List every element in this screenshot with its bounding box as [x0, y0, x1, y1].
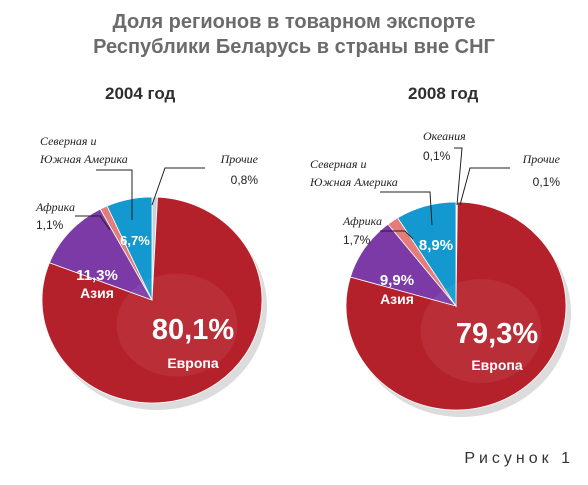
label-other-value-0: 0,8%: [231, 173, 259, 187]
pie-highlight-0: [116, 273, 238, 377]
title-line-1: Доля регионов в товарном экспорте: [112, 11, 476, 33]
slice-americas-1: [397, 201, 457, 308]
label-americas-name-1b: Южная Америка: [309, 175, 398, 189]
pie-highlight-1: [420, 279, 542, 383]
year-2004-label: 2004 год: [105, 84, 176, 103]
label-africa-value-1: 1,7%: [343, 233, 371, 247]
label-americas-name-1a: Северная и: [310, 157, 366, 171]
label-europe-value-1: 79,3%: [456, 318, 538, 350]
figure-caption: Рисунок 1: [464, 450, 574, 467]
label-other-name-0: Прочие: [220, 152, 259, 166]
label-americas-value-1: 8,9%: [419, 237, 453, 254]
label-asia-name-1: Азия: [380, 291, 414, 307]
slice-asia-0: [48, 208, 153, 301]
label-americas-value-0: 6,7%: [120, 233, 150, 248]
chart-title: Доля регионов в товарном экспорте Респуб…: [0, 10, 588, 60]
label-africa-value-0: 1,1%: [36, 218, 64, 232]
label-americas-name-0a: Северная и: [40, 134, 96, 148]
label-africa-name-0: Африка: [35, 200, 75, 214]
label-africa-name-1: Африка: [342, 214, 382, 228]
leader-africa-0: [75, 215, 111, 231]
year-2008-label: 2008 год: [408, 84, 479, 103]
label-asia-value-0: 11,3%: [76, 267, 118, 284]
leader-africa-1: [380, 230, 414, 240]
leader-oceania-1: [454, 147, 463, 206]
label-oceania-name-1: Океания: [423, 129, 466, 143]
leader-americas-0: [96, 169, 133, 220]
label-europe-name-0: Европа: [167, 355, 219, 371]
title-line-2: Республики Беларусь в страны вне СНГ: [93, 36, 495, 58]
label-europe-name-1: Европа: [471, 357, 523, 373]
leader-americas-1: [380, 191, 433, 226]
label-americas-name-0b: Южная Америка: [39, 152, 128, 166]
label-asia-value-1: 9,9%: [380, 272, 414, 289]
slice-americas-0: [106, 196, 153, 301]
label-oceania-value-1: 0,1%: [423, 149, 451, 163]
leader-other-0: [151, 167, 205, 206]
label-other-name-1: Прочие: [522, 152, 561, 166]
label-europe-value-0: 80,1%: [152, 314, 234, 346]
leader-other-1: [459, 167, 510, 206]
label-other-value-1: 0,1%: [533, 175, 561, 189]
label-asia-name-0: Азия: [80, 285, 114, 301]
